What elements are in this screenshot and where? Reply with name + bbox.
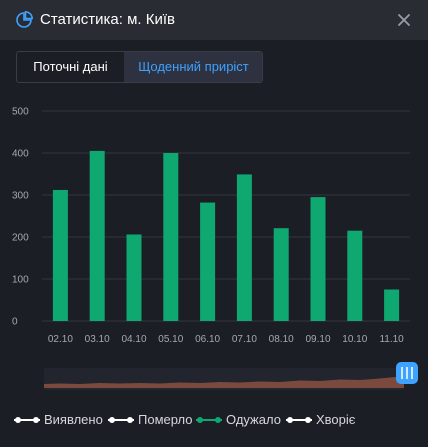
bar[interactable]: [52, 189, 68, 321]
bar[interactable]: [310, 197, 326, 321]
close-icon[interactable]: [394, 10, 414, 30]
legend-label-detected: Виявлено: [44, 412, 103, 427]
line-marker-icon: [196, 417, 222, 423]
y-tick-label: 300: [12, 191, 29, 202]
tab-daily-increase[interactable]: Щоденний приріст: [124, 52, 262, 82]
y-tick-label: 500: [12, 107, 29, 118]
x-tick-label: 05.10: [158, 334, 183, 345]
bar[interactable]: [89, 150, 105, 321]
bar-chart: 0 100 200 300 400 500 02.10 03.10 04.10 05.10 06.…: [12, 107, 418, 390]
dialog-header: Статистика: м. Київ: [0, 0, 428, 40]
x-tick-label: 08.10: [269, 334, 294, 345]
x-tick-label: 10.10: [342, 334, 367, 345]
y-tick-label: 200: [12, 233, 29, 244]
bar[interactable]: [384, 289, 400, 322]
dialog-title: Статистика: м. Київ: [40, 11, 176, 28]
legend-label-died: Померло: [138, 412, 193, 427]
y-tick-label: 400: [12, 149, 29, 160]
view-tabs: Поточні дані Щоденний приріст: [16, 51, 263, 83]
bars: [52, 150, 400, 322]
tab-current-data[interactable]: Поточні дані: [33, 59, 108, 74]
bar[interactable]: [347, 230, 363, 321]
navigator-area: [44, 376, 404, 388]
bar[interactable]: [163, 153, 179, 321]
line-marker-icon: [286, 417, 312, 423]
pie-chart-icon: [16, 11, 33, 28]
x-tick-label: 04.10: [121, 334, 146, 345]
x-tick-label: 06.10: [195, 334, 220, 345]
y-axis-ticks: 0 100 200 300 400 500: [12, 107, 29, 328]
line-marker-icon: [14, 417, 40, 423]
x-tick-label: 03.10: [85, 334, 110, 345]
range-navigator[interactable]: [44, 362, 418, 390]
x-tick-label: 02.10: [48, 334, 73, 345]
x-tick-label: 07.10: [232, 334, 257, 345]
bar[interactable]: [236, 174, 252, 321]
x-tick-label: 09.10: [305, 334, 330, 345]
y-tick-label: 100: [12, 275, 29, 286]
legend-label-recovered: Одужало: [226, 412, 281, 427]
x-tick-label: 11.10: [379, 334, 404, 345]
y-tick-label: 0: [12, 317, 18, 328]
bar[interactable]: [273, 228, 289, 321]
chart-legend: Виявлено Померло Одужало Хворіє: [0, 410, 428, 430]
line-marker-icon: [108, 417, 134, 423]
bar[interactable]: [200, 202, 216, 321]
legend-label-sick: Хворіє: [316, 412, 356, 427]
bar[interactable]: [126, 234, 142, 321]
x-axis-ticks: 02.10 03.10 04.10 05.10 06.10 07.10 08.10 09.10…: [48, 334, 404, 345]
